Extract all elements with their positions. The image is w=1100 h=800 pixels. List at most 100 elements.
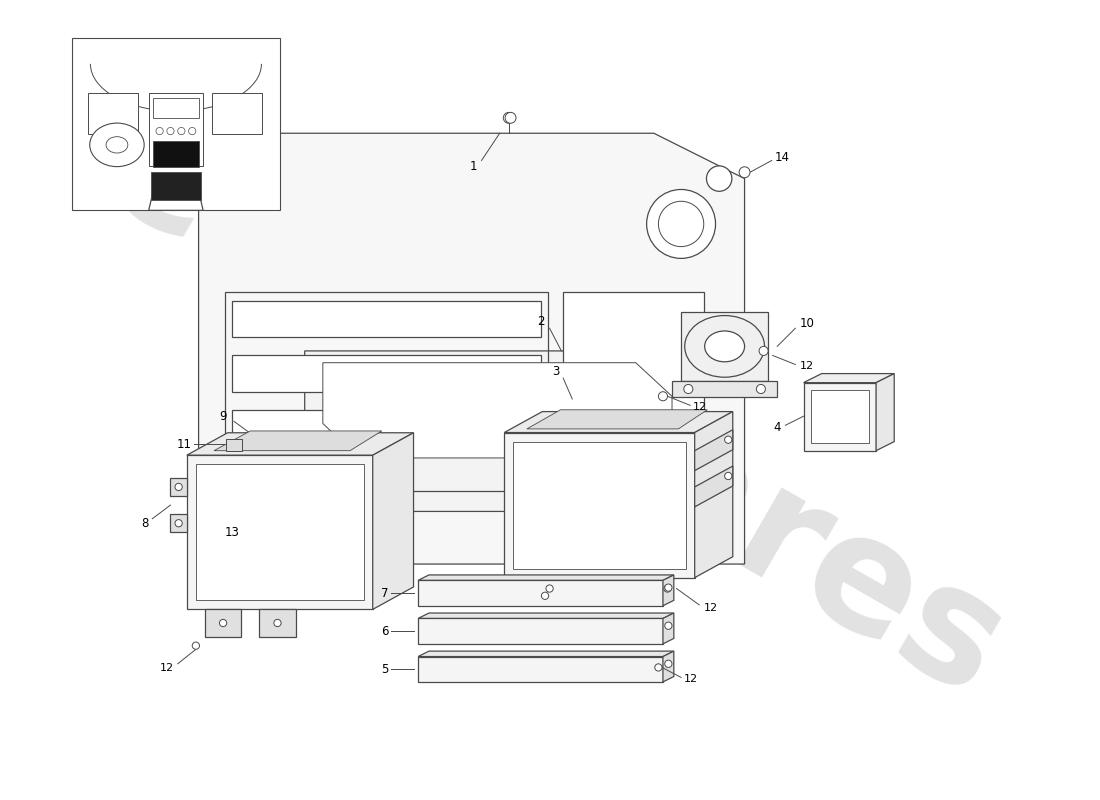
Polygon shape: [322, 362, 672, 458]
Bar: [88, 93, 138, 134]
Bar: [811, 390, 869, 443]
Bar: [212, 93, 262, 134]
Circle shape: [156, 127, 163, 134]
Circle shape: [706, 166, 732, 191]
Bar: [151, 173, 201, 200]
Polygon shape: [418, 580, 663, 606]
Text: 12: 12: [800, 362, 814, 371]
Polygon shape: [199, 134, 745, 564]
Polygon shape: [418, 613, 674, 618]
Polygon shape: [148, 179, 204, 210]
Polygon shape: [170, 478, 187, 496]
Polygon shape: [418, 575, 674, 580]
Polygon shape: [672, 381, 778, 397]
Circle shape: [659, 202, 704, 246]
Text: 11: 11: [176, 438, 191, 451]
Polygon shape: [803, 374, 894, 382]
Bar: [153, 142, 199, 167]
Text: 4: 4: [773, 421, 781, 434]
Polygon shape: [187, 433, 414, 455]
Circle shape: [659, 392, 668, 401]
Polygon shape: [305, 351, 690, 470]
Ellipse shape: [705, 331, 745, 362]
Polygon shape: [504, 433, 695, 578]
Bar: [514, 442, 685, 569]
Polygon shape: [663, 613, 674, 644]
Bar: [148, 93, 204, 166]
Polygon shape: [803, 382, 876, 450]
Polygon shape: [205, 610, 241, 637]
Circle shape: [759, 346, 768, 355]
Polygon shape: [876, 374, 894, 450]
Circle shape: [178, 127, 185, 134]
Text: 6: 6: [381, 625, 388, 638]
Polygon shape: [681, 312, 768, 381]
Circle shape: [684, 385, 693, 394]
Polygon shape: [418, 651, 674, 657]
Text: 2: 2: [537, 315, 544, 328]
Text: eurospares: eurospares: [78, 90, 1030, 730]
Text: 14: 14: [774, 151, 790, 164]
Text: 1: 1: [470, 160, 477, 174]
Circle shape: [175, 483, 183, 490]
Polygon shape: [187, 455, 373, 610]
Circle shape: [505, 112, 516, 123]
Polygon shape: [214, 431, 382, 450]
Circle shape: [725, 472, 732, 480]
Polygon shape: [170, 514, 187, 532]
Circle shape: [664, 584, 672, 591]
Text: 9: 9: [219, 410, 227, 423]
Circle shape: [192, 642, 199, 650]
Polygon shape: [345, 399, 700, 511]
Ellipse shape: [106, 137, 128, 153]
Circle shape: [219, 619, 227, 626]
Bar: [226, 439, 242, 450]
Text: 12: 12: [160, 663, 174, 674]
Circle shape: [175, 520, 183, 527]
Circle shape: [664, 660, 672, 667]
Circle shape: [739, 167, 750, 178]
Circle shape: [167, 127, 174, 134]
Circle shape: [541, 592, 549, 599]
Circle shape: [188, 127, 196, 134]
Circle shape: [546, 585, 553, 592]
Text: 12: 12: [693, 402, 707, 412]
Circle shape: [504, 112, 514, 123]
Polygon shape: [72, 38, 280, 210]
Text: a passion for Aston Martin since 1985: a passion for Aston Martin since 1985: [336, 237, 664, 438]
Circle shape: [274, 619, 282, 626]
Polygon shape: [232, 301, 540, 338]
Polygon shape: [695, 411, 733, 578]
Polygon shape: [663, 575, 674, 606]
Ellipse shape: [684, 315, 764, 378]
Polygon shape: [563, 292, 704, 482]
Polygon shape: [663, 651, 674, 682]
Circle shape: [664, 622, 672, 630]
Text: 13: 13: [224, 526, 240, 539]
Polygon shape: [260, 610, 296, 637]
Text: 5: 5: [381, 662, 388, 676]
Circle shape: [725, 436, 732, 443]
Circle shape: [757, 385, 766, 394]
Text: 7: 7: [381, 586, 388, 599]
Text: 12: 12: [684, 674, 697, 684]
Polygon shape: [232, 410, 540, 446]
Circle shape: [647, 190, 715, 258]
Ellipse shape: [90, 123, 144, 166]
Polygon shape: [373, 433, 414, 610]
Circle shape: [663, 585, 671, 592]
Text: 12: 12: [704, 602, 718, 613]
Circle shape: [654, 664, 662, 671]
Polygon shape: [418, 657, 663, 682]
Polygon shape: [695, 430, 733, 470]
Polygon shape: [232, 355, 540, 392]
Polygon shape: [504, 411, 733, 433]
Polygon shape: [527, 410, 707, 429]
Text: 3: 3: [552, 366, 560, 378]
Text: 10: 10: [800, 318, 815, 330]
Bar: [196, 464, 364, 600]
Polygon shape: [695, 466, 733, 507]
Text: 8: 8: [141, 517, 149, 530]
Bar: [153, 98, 199, 118]
Polygon shape: [418, 618, 663, 644]
